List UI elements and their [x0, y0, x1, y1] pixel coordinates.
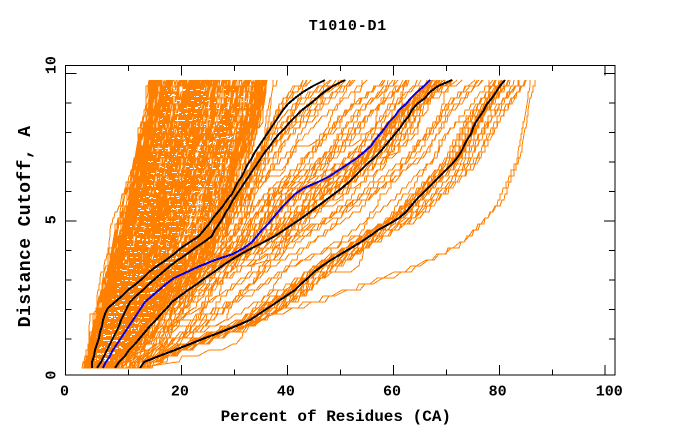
svg-text:80: 80 [489, 383, 507, 400]
svg-text:40: 40 [277, 383, 295, 400]
svg-text:0: 0 [44, 371, 61, 380]
svg-text:Distance Cutoff, A: Distance Cutoff, A [16, 126, 36, 328]
svg-text:T1010-D1: T1010-D1 [309, 18, 387, 35]
svg-text:100: 100 [596, 383, 623, 400]
svg-text:0: 0 [60, 383, 69, 400]
svg-text:20: 20 [171, 383, 189, 400]
svg-text:Percent of Residues (CA): Percent of Residues (CA) [221, 408, 451, 426]
svg-text:10: 10 [44, 56, 61, 74]
svg-text:5: 5 [44, 215, 61, 224]
svg-text:60: 60 [383, 383, 401, 400]
